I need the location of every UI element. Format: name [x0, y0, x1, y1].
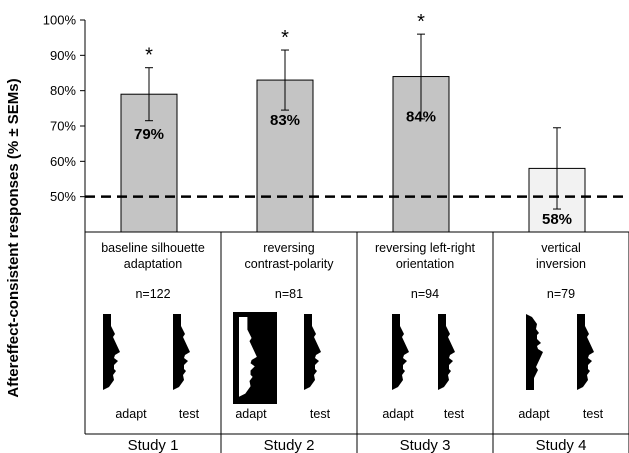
sample-size-label: n=122	[135, 287, 170, 301]
significance-star: *	[281, 27, 289, 49]
value-label: 58%	[542, 211, 572, 228]
condition-label: baseline silhouette	[101, 241, 205, 255]
face-silhouette-pair	[103, 314, 190, 390]
significance-star: *	[145, 45, 153, 67]
significance-star: *	[417, 11, 425, 33]
condition-label: vertical	[541, 241, 581, 255]
condition-label: orientation	[396, 257, 454, 271]
y-tick-label: 80%	[50, 83, 76, 98]
test-label: test	[583, 407, 604, 421]
adapt-label: adapt	[235, 407, 267, 421]
test-face-silhouette	[304, 314, 321, 390]
adapt-face-silhouette-mirrored	[392, 314, 409, 390]
adapt-face-silhouette-inverted	[526, 314, 543, 390]
test-label: test	[310, 407, 331, 421]
y-tick-label: 90%	[50, 48, 76, 63]
condition-label: reversing	[263, 241, 314, 255]
test-label: test	[444, 407, 465, 421]
condition-label: contrast-polarity	[245, 257, 335, 271]
sample-size-label: n=79	[547, 287, 575, 301]
y-tick-label: 60%	[50, 154, 76, 169]
face-silhouette-pair	[392, 314, 455, 390]
y-tick-label: 70%	[50, 119, 76, 134]
study-label: Study 1	[128, 437, 179, 453]
sample-size-label: n=81	[275, 287, 303, 301]
condition-label: adaptation	[124, 257, 182, 271]
value-label: 84%	[406, 109, 436, 126]
condition-label: reversing left-right	[375, 241, 476, 255]
study-label: Study 4	[536, 437, 587, 453]
adapt-face-silhouette	[103, 314, 120, 390]
test-label: test	[179, 407, 200, 421]
y-tick-label: 100%	[43, 13, 77, 28]
condition-label: inversion	[536, 257, 586, 271]
y-tick-label: 50%	[50, 189, 76, 204]
value-label: 79%	[134, 126, 164, 143]
test-face-silhouette	[173, 314, 190, 390]
adapt-label: adapt	[518, 407, 550, 421]
sample-size-label: n=94	[411, 287, 439, 301]
study-label: Study 2	[264, 437, 315, 453]
adapt-label: adapt	[115, 407, 147, 421]
test-face-silhouette	[577, 314, 594, 390]
face-silhouette-pair	[526, 314, 594, 390]
face-silhouette-pair	[233, 312, 321, 404]
y-axis-label: Aftereffect-consistent responses (% ± SE…	[5, 78, 22, 397]
value-label: 83%	[270, 112, 300, 129]
adapt-label: adapt	[382, 407, 414, 421]
study-label: Study 3	[400, 437, 451, 453]
test-face-silhouette	[438, 314, 455, 390]
